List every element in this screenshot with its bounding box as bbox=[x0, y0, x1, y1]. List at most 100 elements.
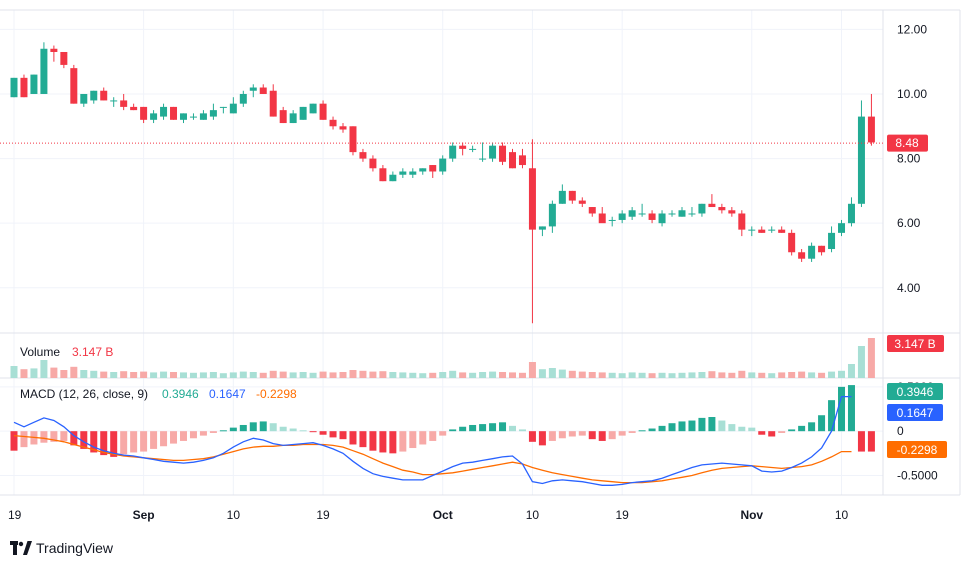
volume-bar bbox=[150, 372, 158, 378]
candle bbox=[249, 84, 257, 98]
candle-body bbox=[818, 245, 826, 253]
volume-bar bbox=[409, 372, 417, 378]
volume-bar bbox=[10, 366, 18, 378]
macd-hist-bar bbox=[828, 400, 836, 432]
macd-hist-bar bbox=[469, 424, 477, 432]
candle bbox=[648, 210, 656, 224]
macd-hist-bar bbox=[319, 431, 327, 435]
candle bbox=[209, 103, 217, 120]
macd-hist-bar bbox=[140, 431, 148, 452]
macd-hist-bar bbox=[558, 431, 566, 439]
candle bbox=[678, 207, 686, 217]
macd-hist-bar bbox=[499, 422, 507, 432]
candle-body bbox=[429, 165, 437, 172]
candle bbox=[818, 245, 826, 256]
macd-hist-bar bbox=[429, 431, 437, 441]
volume-bar bbox=[788, 372, 796, 378]
macd-hist-bar bbox=[678, 421, 686, 432]
candle-body bbox=[459, 145, 467, 149]
candle-body bbox=[628, 210, 636, 217]
candle bbox=[698, 203, 706, 217]
volume-bar bbox=[140, 371, 148, 378]
macd-hist-bar bbox=[110, 431, 118, 457]
time-tick-label: 10 bbox=[835, 508, 849, 522]
candle-body bbox=[828, 232, 836, 250]
macd-lines bbox=[13, 395, 852, 486]
candle-body bbox=[150, 113, 158, 120]
macd-badges: 0.3946 0.1647 -0.2298 bbox=[887, 383, 947, 458]
volume-bar bbox=[618, 373, 626, 378]
candle-body bbox=[838, 223, 846, 233]
candle-body bbox=[319, 103, 327, 120]
macd-hist-bar bbox=[509, 425, 516, 432]
volume-bar bbox=[469, 372, 477, 378]
volume-bar bbox=[588, 372, 596, 378]
volume-bar bbox=[678, 372, 686, 378]
macd-histogram bbox=[10, 385, 875, 457]
volume-bar bbox=[30, 368, 38, 378]
candle-body bbox=[369, 158, 377, 169]
candle-body bbox=[239, 93, 247, 104]
volume-bar bbox=[608, 372, 616, 378]
volume-bar bbox=[528, 362, 536, 378]
macd-hist-bar bbox=[548, 431, 556, 441]
candle-body bbox=[588, 207, 596, 214]
macd-hist-bar bbox=[588, 431, 596, 440]
candle bbox=[319, 100, 327, 120]
candle-body bbox=[718, 207, 726, 211]
candle-body bbox=[209, 110, 217, 117]
candle-body bbox=[10, 77, 18, 98]
candle-body bbox=[140, 106, 148, 120]
macd-hist-bar bbox=[818, 415, 826, 432]
candle-body bbox=[748, 229, 756, 231]
candle bbox=[389, 171, 397, 182]
volume-bar bbox=[329, 372, 337, 378]
macd-hist-bar bbox=[90, 431, 98, 453]
volume-bar bbox=[768, 373, 776, 378]
macd-hist-bar bbox=[219, 430, 227, 432]
macd-label: MACD (12, 26, close, 9) bbox=[20, 387, 148, 401]
candle-body bbox=[518, 155, 526, 166]
signal-line bbox=[13, 434, 852, 484]
volume-bar bbox=[838, 370, 846, 378]
candle-body bbox=[708, 203, 716, 208]
candle bbox=[309, 103, 317, 114]
volume-bar bbox=[568, 370, 576, 378]
candle bbox=[219, 106, 227, 114]
candle-body bbox=[738, 213, 746, 230]
macd-hist-bar bbox=[409, 431, 417, 449]
volume-bar bbox=[698, 372, 706, 378]
candle-body bbox=[798, 252, 806, 259]
volume-bar bbox=[548, 368, 556, 378]
volume-label: Volume bbox=[20, 345, 60, 359]
volume-bar bbox=[359, 370, 367, 378]
candle-body bbox=[299, 106, 307, 120]
candle bbox=[399, 168, 407, 178]
macd-signal-legend: -0.2298 bbox=[256, 387, 297, 401]
macd-hist-bar bbox=[638, 430, 646, 432]
candle bbox=[259, 84, 267, 94]
macd-hist-bar bbox=[379, 431, 387, 453]
volume-bar bbox=[160, 371, 168, 378]
candle-body bbox=[219, 106, 227, 108]
macd-hist-bar bbox=[40, 431, 48, 443]
volume-bar bbox=[269, 370, 277, 378]
macd-line-legend: 0.1647 bbox=[209, 387, 246, 401]
macd-hist-bar bbox=[289, 428, 297, 432]
volume-bar bbox=[369, 371, 377, 378]
macd-hist-bar bbox=[399, 431, 407, 452]
macd-hist-bar bbox=[189, 431, 197, 439]
price-axis: 12.00 10.00 8.00 6.00 4.00 bbox=[897, 22, 927, 294]
candle bbox=[798, 249, 806, 262]
volume-bar bbox=[299, 372, 307, 378]
tradingview-logo[interactable]: TradingView bbox=[10, 540, 113, 556]
candle-body bbox=[728, 210, 736, 214]
candle bbox=[459, 142, 467, 156]
macd-hist-bar bbox=[229, 427, 237, 432]
candle-body bbox=[648, 213, 656, 220]
candle bbox=[20, 74, 28, 98]
time-tick-label: 19 bbox=[615, 508, 629, 522]
candle-body bbox=[867, 116, 875, 143]
macd-hist-bar bbox=[150, 431, 158, 449]
